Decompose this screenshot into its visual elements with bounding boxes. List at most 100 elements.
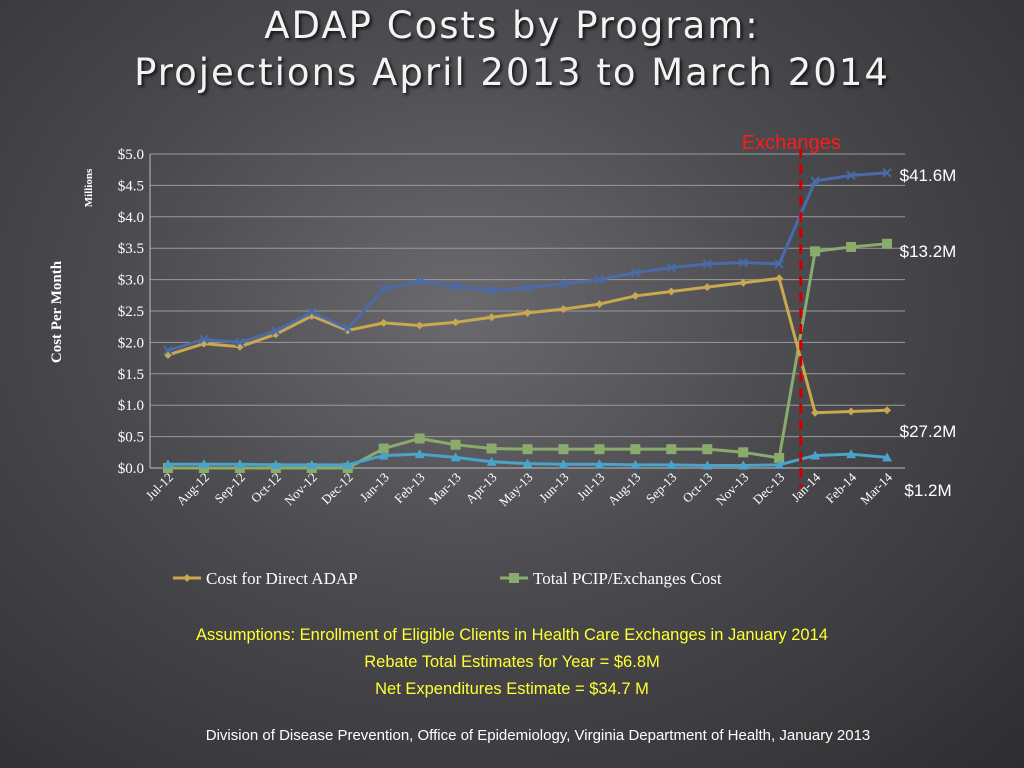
x-tick-label: Aug-12 xyxy=(173,470,212,509)
annotation-direct: $27.2M xyxy=(900,422,957,441)
series-direct xyxy=(163,274,892,417)
data-point xyxy=(594,444,605,455)
data-point xyxy=(486,443,497,454)
legend-label: Cost for Direct ADAP xyxy=(206,569,358,588)
annotation-pcip: $13.2M xyxy=(900,242,957,261)
data-point xyxy=(379,318,388,327)
data-point xyxy=(235,337,245,348)
title-line-2: Projections April 2013 to March 2014 xyxy=(134,51,890,94)
data-point xyxy=(523,308,532,317)
data-point xyxy=(703,283,712,292)
x-tick-label: Sep-12 xyxy=(211,470,248,507)
data-point xyxy=(882,452,893,462)
data-point xyxy=(702,460,713,470)
legend-label: Total PCIP/Exchanges Cost xyxy=(533,569,722,588)
data-point xyxy=(882,238,893,249)
data-point xyxy=(738,460,749,470)
data-point xyxy=(631,291,640,300)
x-tick-label: Jul-12 xyxy=(143,470,177,504)
data-point xyxy=(198,459,209,469)
data-point xyxy=(738,257,748,268)
slide-title: ADAP Costs by Program: Projections April… xyxy=(0,2,1024,96)
x-tick-label: Sep-13 xyxy=(643,470,680,507)
data-point xyxy=(810,176,820,186)
data-point xyxy=(486,456,497,466)
legend-item-pcip: Total PCIP/Exchanges Cost xyxy=(500,569,722,588)
source-footer: Division of Disease Prevention, Office o… xyxy=(205,727,871,744)
data-point xyxy=(846,241,857,252)
data-point xyxy=(162,459,173,469)
y-tick-label: $4.0 xyxy=(118,210,144,226)
data-point xyxy=(509,573,519,583)
data-point xyxy=(450,439,461,450)
x-tick-label: Jan-13 xyxy=(357,470,392,505)
data-point xyxy=(558,459,569,469)
data-point xyxy=(414,276,425,287)
y-tick-label: $5.0 xyxy=(118,147,144,163)
data-point xyxy=(594,274,605,285)
data-point xyxy=(342,459,353,469)
data-point xyxy=(666,444,677,455)
data-point xyxy=(630,444,641,455)
x-tick-label: Aug-13 xyxy=(605,470,644,509)
series-lines xyxy=(162,168,893,473)
series-line xyxy=(167,276,888,415)
data-point xyxy=(450,281,461,292)
data-point xyxy=(522,458,533,468)
value-annotations: $41.6M $13.2M $27.2M $1.2M xyxy=(900,166,957,500)
data-point xyxy=(271,326,281,336)
data-point xyxy=(559,305,568,314)
data-point xyxy=(183,574,191,582)
data-point xyxy=(667,287,676,296)
data-point xyxy=(810,246,821,257)
assumption-line-3: Net Expenditures Estimate = $34.7 M xyxy=(375,680,649,698)
x-tick-label: Feb-13 xyxy=(391,470,428,507)
data-point xyxy=(847,407,856,416)
data-point xyxy=(522,444,533,455)
data-point xyxy=(774,459,785,469)
exchanges-label: Exchanges xyxy=(742,132,841,154)
chart-legend: Cost for Direct ADAP Total PCIP/Exchanges… xyxy=(173,569,722,588)
data-point xyxy=(378,284,389,294)
exchanges-marker: Exchanges xyxy=(742,132,841,488)
data-point xyxy=(595,300,604,309)
data-point xyxy=(343,323,353,334)
x-tick-label: Jun-13 xyxy=(536,470,572,506)
assumption-line-2: Rebate Total Estimates for Year = $6.8M xyxy=(364,653,660,671)
data-point xyxy=(306,459,317,469)
x-tick-label: Jan-14 xyxy=(788,469,823,504)
y-tick-label: $0.0 xyxy=(118,461,144,477)
series-line xyxy=(167,171,888,352)
adap-cost-line-chart: $0.0 $0.5 $1.0 $1.5 $2.0 $2.5 $3.0 $3.5 $4.0 $4.5… xyxy=(49,132,957,588)
y-axis-title: Cost Per Month xyxy=(49,260,65,363)
assumption-line-1: Assumptions: Enrollment of Eligible Clie… xyxy=(196,626,828,644)
y-tick-label: $3.5 xyxy=(118,241,144,257)
data-point xyxy=(450,452,461,462)
y-tick-label: $0.5 xyxy=(118,430,144,446)
data-point xyxy=(522,283,533,293)
x-tick-label: Oct-13 xyxy=(679,470,715,506)
x-tick-label: Mar-14 xyxy=(857,469,895,507)
assumptions-block: Assumptions: Enrollment of Eligible Clie… xyxy=(0,622,1024,703)
y-tick-label: $2.5 xyxy=(118,304,144,320)
y-tick-label: $1.5 xyxy=(118,367,144,383)
x-tick-label: Dec-12 xyxy=(318,470,356,508)
x-tick-label: Feb-14 xyxy=(823,469,860,506)
data-point xyxy=(775,274,784,283)
y-tick-label: $2.0 xyxy=(118,335,144,351)
data-point xyxy=(810,450,821,460)
data-point xyxy=(774,452,785,463)
data-point xyxy=(630,267,641,278)
data-point xyxy=(630,459,641,469)
data-point xyxy=(882,168,892,178)
data-point xyxy=(163,345,173,356)
annotation-total: $41.6M xyxy=(900,166,957,185)
data-point xyxy=(558,444,569,455)
data-point xyxy=(558,279,569,289)
x-tick-label: Mar-13 xyxy=(426,470,464,508)
data-point xyxy=(414,449,425,459)
y-tick-label: $4.5 xyxy=(118,178,144,194)
data-point xyxy=(234,459,245,469)
data-point xyxy=(378,450,389,460)
x-tick-label: May-13 xyxy=(496,470,536,510)
